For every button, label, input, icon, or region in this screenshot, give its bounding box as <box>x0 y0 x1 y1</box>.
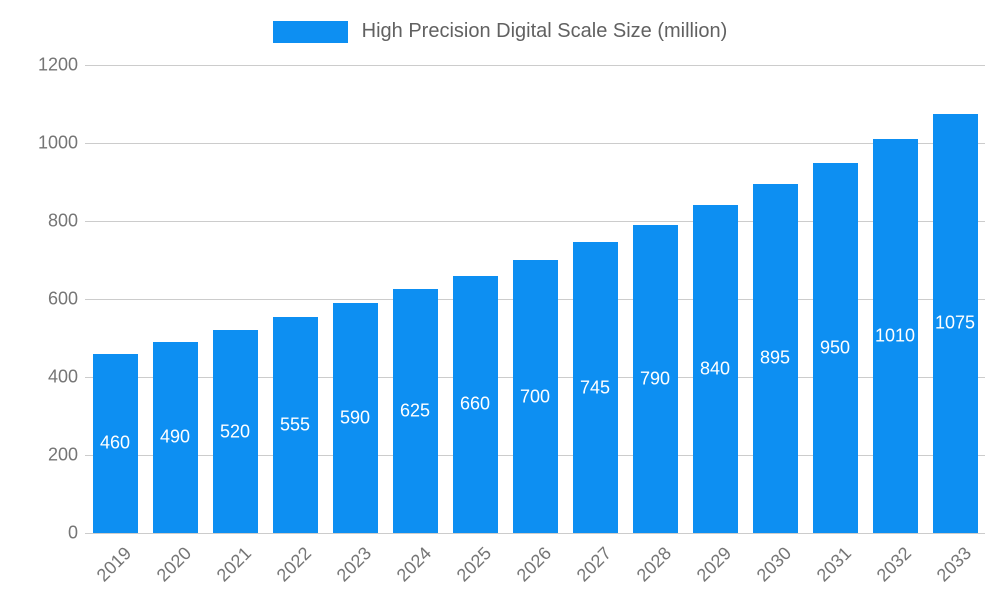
plot-area: 460 490 520 555 590 625 660 700 745 790 840 895 950 1… <box>85 65 985 534</box>
x-tick-label: 2022 <box>272 543 316 586</box>
bar-value-label: 745 <box>579 377 611 398</box>
bar[interactable]: 660 <box>452 275 498 533</box>
bar[interactable]: 840 <box>692 205 738 533</box>
y-tick-label: 400 <box>47 366 78 387</box>
x-tick-label: 2021 <box>212 543 256 586</box>
bar-value-label: 840 <box>699 358 731 379</box>
y-tick-label: 800 <box>47 210 78 231</box>
bar-value-label: 555 <box>279 414 311 435</box>
gridline <box>85 65 985 66</box>
y-tick-label: 1000 <box>37 132 78 153</box>
bar-value-label: 520 <box>219 421 251 442</box>
bar-value-label: 590 <box>339 407 371 428</box>
y-tick-label: 1200 <box>37 54 78 75</box>
bar[interactable]: 490 <box>152 341 198 533</box>
bar[interactable]: 950 <box>812 162 858 533</box>
x-tick-label: 2027 <box>572 543 616 586</box>
bar[interactable]: 1010 <box>872 139 918 533</box>
x-tick-label: 2026 <box>512 543 556 586</box>
gridline <box>85 533 985 534</box>
x-tick-label: 2033 <box>932 543 976 586</box>
legend-label: High Precision Digital Scale Size (milli… <box>361 20 728 42</box>
x-tick-label: 2029 <box>692 543 736 586</box>
legend-swatch-icon <box>272 20 348 43</box>
x-tick-label: 2023 <box>332 543 376 586</box>
y-tick-label: 600 <box>47 288 78 309</box>
bar-value-label: 950 <box>819 337 851 358</box>
bar-value-label: 790 <box>639 368 671 389</box>
x-axis: 2019 2020 2021 2022 2023 2024 2025 2026 2027 2028… <box>85 533 985 600</box>
y-tick-label: 200 <box>47 444 78 465</box>
bar[interactable]: 520 <box>212 330 258 533</box>
bar[interactable]: 590 <box>332 302 378 533</box>
bar[interactable]: 625 <box>392 289 438 533</box>
x-tick-label: 2024 <box>392 543 436 586</box>
bar-value-label: 490 <box>159 426 191 447</box>
x-tick-label: 2032 <box>872 543 916 586</box>
bar[interactable]: 1075 <box>932 113 978 533</box>
bar[interactable]: 790 <box>632 224 678 533</box>
x-tick-label: 2020 <box>152 543 196 586</box>
x-tick-label: 2030 <box>752 543 796 586</box>
bar[interactable]: 700 <box>512 260 558 533</box>
bar[interactable]: 745 <box>572 242 618 533</box>
gridline <box>85 221 985 222</box>
bar-value-label: 660 <box>459 393 491 414</box>
x-tick-label: 2028 <box>632 543 676 586</box>
y-axis: 0 200 400 600 800 1000 1200 <box>0 55 85 543</box>
bar[interactable]: 460 <box>92 353 138 533</box>
bar[interactable]: 555 <box>272 316 318 533</box>
bar-value-label: 1010 <box>874 325 916 346</box>
bar-value-label: 1075 <box>934 312 976 333</box>
x-tick-label: 2019 <box>92 543 136 586</box>
y-tick-label: 0 <box>67 522 78 543</box>
bar-value-label: 700 <box>519 386 551 406</box>
gridline <box>85 143 985 144</box>
legend[interactable]: High Precision Digital Scale Size (milli… <box>0 20 1000 43</box>
x-tick-label: 2031 <box>812 543 856 586</box>
bar-value-label: 460 <box>99 432 131 453</box>
x-tick-label: 2025 <box>452 543 496 586</box>
bar-value-label: 625 <box>399 400 431 421</box>
bar-value-label: 895 <box>759 347 791 368</box>
bar[interactable]: 895 <box>752 183 798 533</box>
